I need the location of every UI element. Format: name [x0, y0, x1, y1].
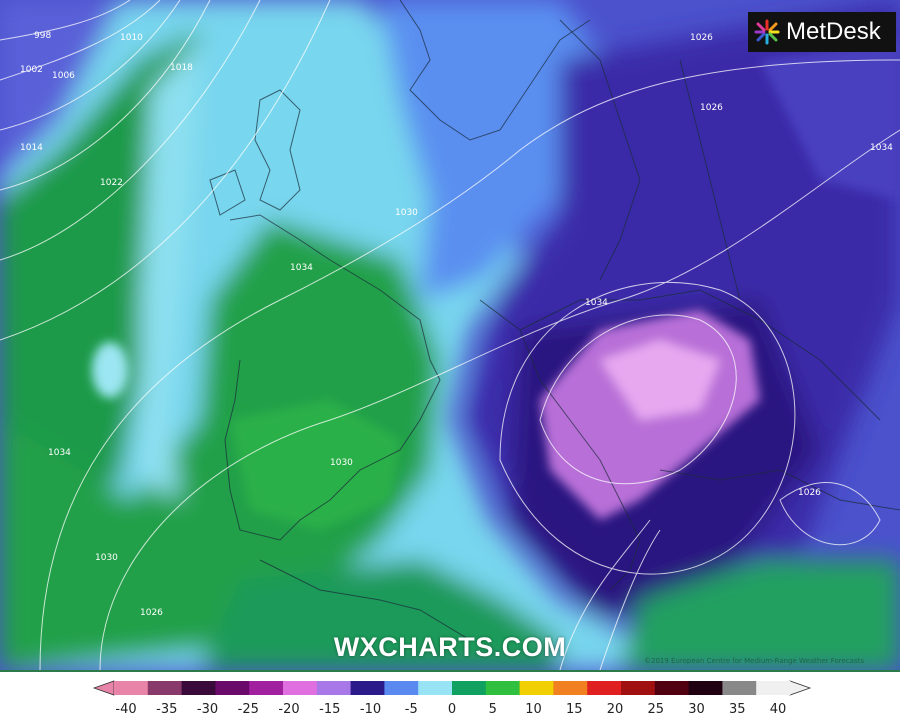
logo-text: MetDesk [786, 18, 881, 45]
colorbar-extend-arrow [92, 680, 115, 696]
watermark: WXCHARTS.COM [333, 632, 567, 662]
colorbar-swatch [621, 681, 656, 695]
isobar-label: 1006 [52, 71, 75, 81]
region-blue-ne [760, 40, 900, 200]
isobar-label: 1010 [120, 33, 143, 43]
colorbar-tick-label: 10 [525, 702, 542, 717]
isobars [0, 0, 900, 670]
colorbar-tick-label: -15 [319, 702, 341, 717]
colorbar-swatch [722, 681, 757, 695]
colorbar [92, 680, 812, 696]
colorbar-swatch [553, 681, 588, 695]
isobar-label: 1030 [95, 553, 118, 563]
colorbar-swatch [519, 681, 554, 695]
isobar-labels: 998 1002 1006 1010 1014 1018 1022 1026 1… [20, 31, 893, 618]
colorbar-swatch [587, 681, 622, 695]
colorbar-swatch [249, 681, 284, 695]
metdesk-logo: MetDesk [748, 12, 896, 52]
isobar-label: 1022 [100, 178, 123, 188]
region-deep-blue-nw [0, 0, 120, 180]
attribution: ©2019 European Centre for Medium-Range W… [644, 657, 864, 665]
colorbar-swatch [215, 681, 250, 695]
colorbar-tick-label: -30 [196, 702, 219, 717]
colorbar-tick-label: 30 [688, 702, 705, 717]
colorbar-swatch [654, 681, 690, 695]
colorbar-swatch [452, 681, 487, 695]
isobar-label: 1034 [290, 263, 313, 273]
colorbar-swatch [181, 681, 216, 695]
isobar-label: 1034 [585, 298, 608, 308]
colorbar-swatch [485, 681, 521, 695]
isobar-label: 1034 [48, 448, 71, 458]
colorbar-tick-label: -10 [359, 702, 382, 717]
region-green-south [200, 560, 560, 670]
colorbar-extend-arrow [789, 680, 812, 696]
colorbar-swatch [384, 681, 419, 695]
temperature-map: 998 1002 1006 1010 1014 1018 1022 1026 1… [0, 0, 900, 670]
region-green-east [620, 560, 900, 670]
colorbar-swatch [114, 681, 149, 695]
colorbar-tick-label: -20 [278, 702, 300, 717]
colorbar-swatch [350, 681, 385, 695]
colorbar-tick-label: 15 [565, 702, 583, 717]
isobar-label: 1034 [870, 143, 893, 153]
isobar-label: 1014 [20, 143, 43, 153]
colorbar-tick-label: 40 [769, 702, 787, 717]
isobar-label: 1030 [395, 208, 418, 218]
colorbar-tick-label: 20 [606, 702, 624, 717]
colorbar-tick-label: -5 [404, 702, 418, 717]
colorbar-legend: -40 -35 -30 -25 -20 -15 -10 -5 0 5 10 15 20 25 30 35 40 [0, 670, 900, 720]
isobar-label: 1026 [140, 608, 163, 618]
isobar-label: 1026 [690, 33, 713, 43]
colorbar-swatch [316, 681, 352, 695]
region-light-pink-core [600, 340, 720, 420]
colorbar-tick-label: 25 [647, 702, 665, 717]
colorbar-swatch [688, 681, 723, 695]
colorbar-swatch [418, 681, 453, 695]
colorbar-tick-label: -40 [115, 702, 137, 717]
colorbar-tick-label: 5 [488, 702, 497, 717]
colorbar-tick-label: -35 [156, 702, 178, 717]
metdesk-burst-icon [754, 19, 780, 45]
isobar-label: 998 [34, 31, 51, 41]
colorbar-swatch [756, 681, 791, 695]
isobar-label: 1026 [798, 488, 821, 498]
isobar-label: 1030 [330, 458, 353, 468]
coastlines [209, 0, 900, 641]
colorbar-tick-label: 35 [728, 702, 746, 717]
region-green-iberia [230, 400, 400, 530]
colorbar-swatch [147, 681, 183, 695]
colorbar-tick-label: -25 [237, 702, 259, 717]
region-green-west [0, 220, 440, 670]
colorbar-tick-label: 0 [447, 702, 457, 717]
isobar-label: 1026 [700, 103, 723, 113]
isobar-label: 1018 [170, 63, 193, 73]
colorbar-swatch [283, 681, 318, 695]
isobar-label: 1002 [20, 65, 43, 75]
region-cool-pocket [92, 342, 128, 398]
